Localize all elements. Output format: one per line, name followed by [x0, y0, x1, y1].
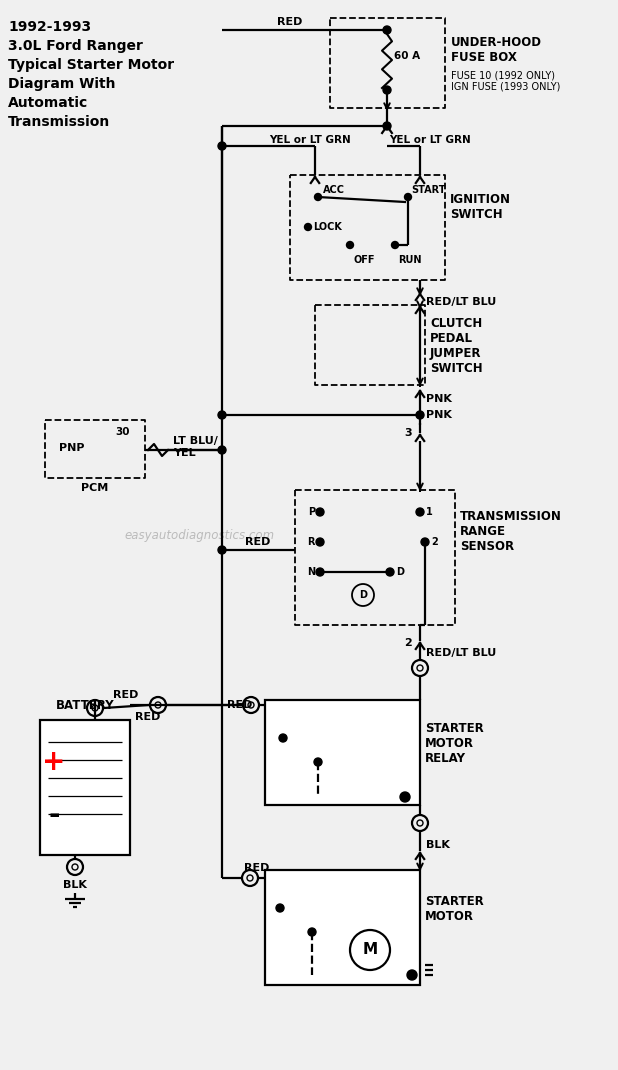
- Text: 3: 3: [404, 428, 412, 438]
- Circle shape: [416, 508, 424, 516]
- Circle shape: [316, 568, 324, 576]
- Bar: [40, 720, 130, 855]
- Text: 3.0L Ford Ranger: 3.0L Ford Ranger: [8, 39, 143, 54]
- Text: PNK: PNK: [426, 410, 452, 421]
- Text: YEL or LT GRN: YEL or LT GRN: [269, 135, 351, 146]
- Text: BLK: BLK: [63, 880, 87, 890]
- Text: UNDER-HOOD
FUSE BOX: UNDER-HOOD FUSE BOX: [451, 36, 542, 64]
- Circle shape: [383, 26, 391, 34]
- Text: TRANSMISSION
RANGE
SENSOR: TRANSMISSION RANGE SENSOR: [460, 510, 562, 553]
- Text: -: -: [48, 801, 60, 829]
- Text: BATTERY: BATTERY: [56, 699, 114, 712]
- Text: STARTER
MOTOR
RELAY: STARTER MOTOR RELAY: [425, 722, 484, 765]
- Text: R: R: [308, 537, 315, 547]
- Text: RED: RED: [277, 17, 303, 27]
- Text: easyautodiagnostics.com: easyautodiagnostics.com: [125, 529, 275, 541]
- Text: RED: RED: [135, 712, 161, 722]
- Text: 2: 2: [404, 638, 412, 648]
- Text: Transmission: Transmission: [8, 114, 110, 129]
- Text: START: START: [411, 185, 446, 195]
- Text: PCM: PCM: [82, 483, 109, 493]
- Text: Diagram With: Diagram With: [8, 77, 116, 91]
- Circle shape: [305, 224, 311, 230]
- Text: RED: RED: [227, 700, 252, 710]
- Circle shape: [407, 970, 417, 980]
- Circle shape: [416, 411, 424, 419]
- Text: RUN: RUN: [398, 255, 421, 265]
- Text: RED: RED: [244, 863, 269, 873]
- Text: OFF: OFF: [353, 255, 375, 265]
- Text: 1: 1: [426, 507, 433, 517]
- Circle shape: [218, 142, 226, 150]
- Text: 60 A: 60 A: [394, 51, 420, 61]
- Circle shape: [279, 734, 287, 742]
- Text: BLK: BLK: [426, 840, 450, 850]
- Circle shape: [421, 538, 429, 546]
- Text: IGNITION
SWITCH: IGNITION SWITCH: [450, 193, 511, 221]
- Circle shape: [308, 928, 316, 936]
- Circle shape: [386, 568, 394, 576]
- Text: RED: RED: [245, 537, 271, 547]
- Circle shape: [276, 904, 284, 912]
- Circle shape: [218, 446, 226, 454]
- Text: +: +: [42, 748, 66, 776]
- Text: N: N: [307, 567, 315, 577]
- Text: LOCK: LOCK: [313, 221, 342, 232]
- Circle shape: [316, 538, 324, 546]
- Circle shape: [405, 194, 412, 200]
- Text: 1992-1993: 1992-1993: [8, 20, 91, 34]
- Bar: [265, 700, 420, 805]
- Text: RED/LT BLU: RED/LT BLU: [426, 297, 496, 307]
- Circle shape: [347, 242, 353, 248]
- Text: PNK: PNK: [426, 394, 452, 404]
- Text: Typical Starter Motor: Typical Starter Motor: [8, 58, 174, 72]
- Circle shape: [383, 86, 391, 94]
- Text: Automatic: Automatic: [8, 96, 88, 110]
- Circle shape: [391, 242, 399, 248]
- Circle shape: [218, 546, 226, 554]
- Text: CLUTCH
PEDAL
JUMPER
SWITCH: CLUTCH PEDAL JUMPER SWITCH: [430, 317, 483, 374]
- Circle shape: [314, 758, 322, 766]
- Text: D: D: [359, 590, 367, 600]
- Text: M: M: [362, 943, 378, 958]
- Bar: [265, 870, 420, 985]
- Text: STARTER
MOTOR: STARTER MOTOR: [425, 895, 484, 923]
- Text: LT BLU/
YEL: LT BLU/ YEL: [173, 437, 218, 458]
- Text: 2: 2: [431, 537, 438, 547]
- Text: D: D: [396, 567, 404, 577]
- Text: ACC: ACC: [323, 185, 345, 195]
- Text: P: P: [308, 507, 315, 517]
- Circle shape: [400, 792, 410, 802]
- Text: FUSE 10 (1992 ONLY)
IGN FUSE (1993 ONLY): FUSE 10 (1992 ONLY) IGN FUSE (1993 ONLY): [451, 70, 561, 92]
- Text: YEL or LT GRN: YEL or LT GRN: [389, 135, 471, 146]
- Text: RED/LT BLU: RED/LT BLU: [426, 648, 496, 658]
- Circle shape: [315, 194, 321, 200]
- Circle shape: [383, 122, 391, 129]
- Text: RED: RED: [113, 690, 138, 700]
- Circle shape: [316, 508, 324, 516]
- Text: 30: 30: [116, 427, 130, 437]
- Text: PNP: PNP: [59, 443, 85, 453]
- Circle shape: [218, 411, 226, 419]
